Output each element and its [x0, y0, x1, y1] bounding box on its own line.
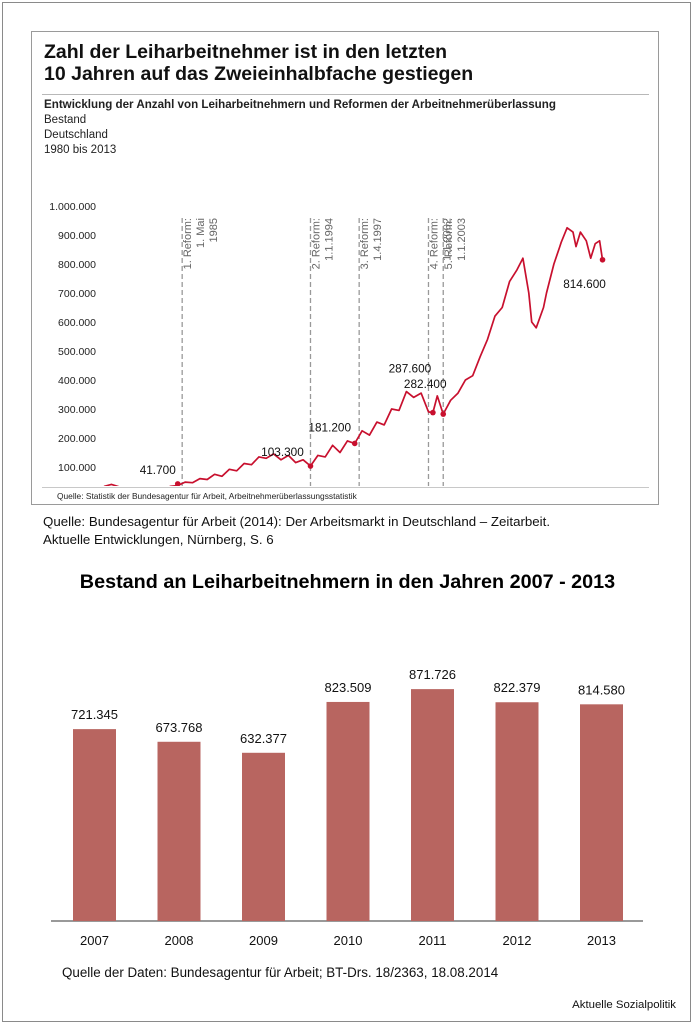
y-tick-label: 200.000: [58, 433, 96, 445]
data-label: 103.300: [261, 445, 304, 459]
data-point: [430, 409, 436, 416]
source-divider: [42, 487, 649, 488]
reform-label: 2. Reform:: [310, 218, 322, 269]
bar: [326, 701, 370, 921]
bar: [495, 702, 539, 921]
publisher-credit: Aktuelle Sozialpolitik: [572, 999, 676, 1011]
x-category-label: 2008: [165, 933, 194, 948]
y-tick-label: 900.000: [58, 230, 96, 242]
bar-value-label: 721.345: [71, 707, 118, 722]
data-label: 181.200: [308, 420, 351, 434]
reform-label: 1.4.1997: [372, 218, 384, 261]
bar-value-label: 822.379: [494, 680, 541, 695]
line-chart: 0100.000200.000300.000400.000500.000600.…: [49, 201, 606, 486]
title-divider: [42, 94, 649, 95]
bar-value-label: 823.509: [325, 680, 372, 695]
line-chart-title-line-1: Zahl der Leiharbeitnehmer ist in den let…: [44, 41, 448, 63]
y-tick-label: 500.000: [58, 346, 96, 358]
x-category-label: 2013: [587, 933, 616, 948]
bar-chart: 721.345 2007 673.768 2008 632.377 2009 823.509…: [51, 667, 643, 948]
data-point: [351, 440, 358, 447]
bar: [580, 704, 623, 921]
meta-region: Deutschland: [44, 129, 108, 141]
reform-label: 1.1.1994: [323, 218, 335, 261]
line-chart-subtitle: Entwicklung der Anzahl von Leiharbeitneh…: [44, 98, 556, 111]
reform-label: 5. Reform:: [443, 218, 455, 269]
x-category-label: 2007: [80, 933, 109, 948]
series-line: [103, 226, 604, 486]
x-category-label: 2011: [419, 933, 447, 948]
line-chart-title: Zahl der Leiharbeitnehmer ist in den let…: [44, 41, 644, 85]
data-label: 282.400: [404, 377, 447, 391]
line-chart-title-line-2: 10 Jahren auf das Zweieinhalbfache gesti…: [44, 63, 474, 85]
data-point: [174, 481, 181, 486]
x-category-label: 2012: [503, 933, 532, 948]
reform-label: 1.1.2003: [456, 218, 468, 261]
data-point: [440, 411, 447, 417]
y-tick-label: 300.000: [58, 404, 96, 416]
line-chart-panel: Zahl der Leiharbeitnehmer ist in den let…: [31, 31, 659, 505]
bar: [242, 752, 285, 921]
chart1-source-line-2: Aktuelle Entwicklungen, Nürnberg, S. 6: [43, 532, 274, 547]
y-tick-label: 400.000: [58, 375, 96, 387]
data-point: [599, 256, 606, 263]
data-point: [307, 463, 314, 469]
data-label: 287.600: [389, 362, 432, 376]
y-tick-label: 600.000: [58, 317, 96, 329]
reform-label: 1.1.2002: [441, 218, 453, 261]
data-label: 814.600: [563, 277, 606, 291]
reform-label: 1985: [208, 218, 220, 242]
bar-value-label: 814.580: [578, 682, 625, 697]
meta-period: 1980 bis 2013: [44, 144, 117, 156]
x-category-label: 2009: [249, 933, 278, 948]
bar-chart-title: Bestand an Leiharbeitnehmern in den Jahr…: [79, 571, 616, 593]
y-tick-label: 700.000: [58, 288, 96, 300]
x-category-label: 2010: [334, 933, 363, 948]
data-label: 41.700: [140, 463, 177, 477]
reform-label: 1. Reform:: [182, 218, 194, 269]
chart1-source-line-1: Quelle: Bundesagentur für Arbeit (2014):…: [43, 514, 551, 529]
reform-label: 3. Reform:: [359, 218, 371, 269]
reform-label: 1. Mai: [195, 218, 207, 248]
bar: [73, 729, 116, 921]
reform-label: 4. Reform:: [428, 218, 440, 269]
bar-value-label: 673.768: [156, 720, 203, 735]
y-tick-label: 100.000: [58, 462, 96, 474]
y-tick-label: 1.000.000: [49, 201, 96, 213]
line-chart-source: Quelle: Statistik der Bundesagentur für …: [57, 491, 357, 501]
meta-measure: Bestand: [44, 114, 87, 126]
bar-value-label: 871.726: [409, 667, 456, 682]
y-tick-label: 800.000: [58, 259, 96, 271]
bar: [411, 689, 454, 921]
bar: [157, 741, 201, 921]
bar-value-label: 632.377: [240, 731, 287, 746]
bar-chart-source: Quelle der Daten: Bundesagentur für Arbe…: [62, 965, 499, 980]
